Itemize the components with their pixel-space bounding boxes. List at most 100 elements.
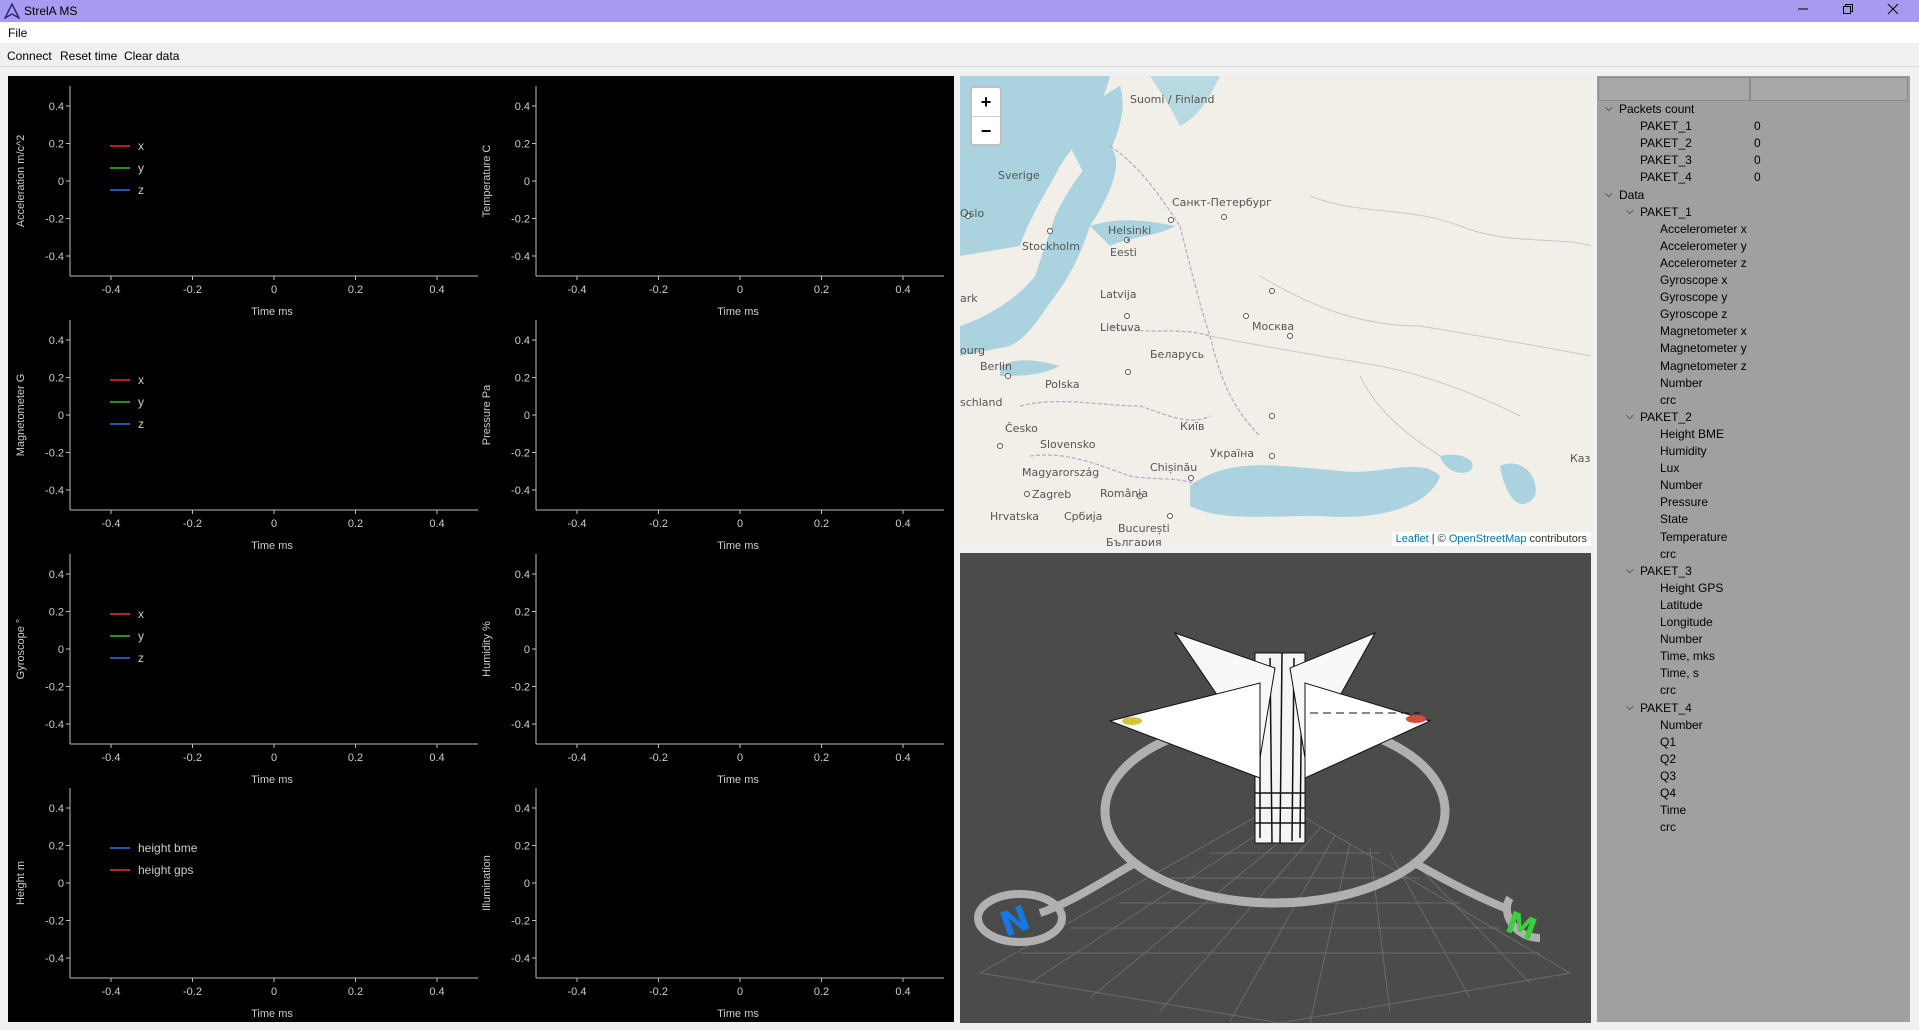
plot-right-2-x-tick-label: 0 [737,752,743,764]
tree-item[interactable]: Pressure [1660,495,1709,510]
tree-item[interactable]: Magnetometer z [1660,358,1747,373]
plot-left-3-legend-label: height gps [138,863,193,877]
window-title: StrelA MS [24,4,78,18]
tree-item[interactable]: Gyroscope x [1660,273,1728,287]
expand-chevron-icon[interactable]: ⌵ [1626,564,1634,576]
expand-chevron-icon[interactable]: ⌵ [1626,701,1634,713]
minimize-button[interactable] [1781,0,1825,22]
map-canvas[interactable]: Suomi / Finland Sverige Oslo Helsinki Са… [960,76,1591,546]
tree-item[interactable]: Gyroscope z [1660,307,1728,322]
tree-item[interactable]: Gyroscope y [1660,290,1728,305]
plot-left-1-y-tick-label: -0.2 [45,448,64,460]
plot-left-3-y-tick-label: -0.2 [45,916,64,928]
plot-right-2-x-tick-label: -0.2 [649,752,668,764]
tree-item[interactable]: crc [1660,683,1676,698]
plot-left-1-x-tick-label: 0.2 [348,518,363,530]
tree-item[interactable]: Temperature [1660,529,1728,544]
plot-left-3-y-tick-label: -0.4 [45,953,64,965]
tree-section[interactable]: Data [1619,187,1645,202]
tree-item[interactable]: Height GPS [1660,580,1724,595]
leaflet-link[interactable]: Leaflet [1395,533,1429,545]
3d-scene-canvas[interactable]: N M [960,553,1591,1023]
tree-item[interactable]: crc [1660,392,1676,407]
clear-data-button[interactable]: Clear data [124,49,180,63]
tree-item[interactable]: Time, mks [1660,649,1715,664]
attribution-contributors: contributors [1526,533,1587,545]
map-label: Hrvatska [990,510,1039,523]
tree-item[interactable]: crc [1660,820,1676,835]
tree-item[interactable]: Number [1660,632,1703,647]
plot-left-2-x-tick-label: -0.4 [102,752,121,764]
tree-item[interactable]: State [1660,512,1689,527]
data-tree-panel[interactable]: ⌵ Packets count PAKET_1 0 PAKET_2 0 PAKET_3 0 PA… [1597,76,1910,1022]
tree-item[interactable]: Magnetometer y [1660,341,1747,356]
plot-left-1-x-tick-label: 0 [271,518,277,530]
plot-right-1-x-tick-label: -0.2 [649,518,668,530]
restore-button[interactable] [1826,0,1870,22]
osm-link[interactable]: OpenStreetMap [1448,533,1527,545]
plot-left-0-x-tick-label: 0.2 [348,284,363,296]
tree-item[interactable]: Accelerometer z [1660,255,1747,270]
plot-left-1-x-tick-label: 0.4 [429,518,444,530]
plot-right-0-x-tick-label: 0.2 [814,284,829,296]
tree-group[interactable]: PAKET_3 [1640,563,1692,578]
tree-section[interactable]: Packets count [1619,102,1695,116]
tree-item[interactable]: Number [1660,478,1703,493]
tree-item[interactable]: Time [1660,803,1687,818]
tree-item[interactable]: Q2 [1660,751,1677,766]
map-attribution: Leaflet | © OpenStreetMap contributors [1391,532,1591,546]
tree-group[interactable]: PAKET_2 [1640,409,1692,424]
menu-file[interactable]: File [8,26,28,40]
plot-left-3-y-tick-label: 0.2 [49,841,64,853]
tree-item[interactable]: Number [1660,375,1703,390]
plot-right-2-y-tick-label: 0.4 [515,569,530,581]
plot-left-0-x-tick-label: -0.4 [102,284,121,296]
tree-item[interactable]: Height BME [1660,426,1725,441]
map-label: Sverige [998,169,1040,182]
map-panel[interactable]: Suomi / Finland Sverige Oslo Helsinki Са… [960,76,1591,546]
app-icon [4,3,20,19]
tree-item[interactable]: Accelerometer y [1660,238,1747,253]
close-button[interactable] [1871,0,1915,22]
tree-item[interactable]: Q4 [1660,786,1677,800]
tree-item[interactable]: Latitude [1660,597,1703,612]
expand-chevron-icon[interactable]: ⌵ [1605,188,1613,200]
tree-header-value[interactable] [1750,77,1908,101]
plot-left-3-x-tick-label: 0 [271,986,277,998]
tree-item[interactable]: Number [1660,717,1703,732]
tree-header-name[interactable] [1598,77,1750,101]
plot-left-1-x-tick-label: -0.4 [102,518,121,530]
plot-right-0-x-tick-label: -0.2 [649,284,668,296]
plot-left-2-x-tick-label: 0.2 [348,752,363,764]
tree-item[interactable]: PAKET_1 [1640,119,1692,134]
plot-left-0-y-tick-label: 0.2 [49,139,64,151]
expand-chevron-icon[interactable]: ⌵ [1626,205,1634,217]
zoom-out-button[interactable]: − [980,121,992,141]
tree-group[interactable]: PAKET_1 [1640,204,1692,219]
plot-left-2-y-tick-label: 0.4 [49,569,64,581]
reset-time-button[interactable]: Reset time [60,49,118,63]
tree-item[interactable]: Magnetometer x [1660,324,1747,339]
tree-item[interactable]: crc [1660,546,1676,561]
expand-chevron-icon[interactable]: ⌵ [1626,410,1634,422]
zoom-in-button[interactable]: + [972,88,1000,117]
expand-chevron-icon[interactable]: ⌵ [1605,103,1613,114]
tree-item[interactable]: Q3 [1660,768,1677,783]
tree-item[interactable]: Accelerometer x [1660,221,1747,236]
tree-item[interactable]: Time, s [1660,666,1699,681]
tree-item[interactable]: Longitude [1660,615,1713,629]
status-bar [0,1026,1919,1030]
connect-button[interactable]: Connect [7,49,52,63]
tree-item[interactable]: Q1 [1660,734,1677,749]
plots-canvas[interactable]: 0.4 0.2 0 -0.2 -0.4 -0.4 -0.2 0 0.2 0.4 Time ms Acc… [8,76,954,1022]
3d-view-panel[interactable]: N M [960,553,1591,1023]
tree-item[interactable]: PAKET_2 [1640,136,1692,151]
tree-item[interactable]: Lux [1660,461,1680,476]
tree-item[interactable]: Humidity [1660,444,1707,458]
tree-item[interactable]: PAKET_3 [1640,153,1692,168]
tree-item[interactable]: PAKET_4 [1640,170,1692,185]
plot-left-2-y-tick-label: 0 [58,644,64,656]
map-label: ourg [960,344,985,357]
map-label: Москва [1252,320,1294,333]
tree-group[interactable]: PAKET_4 [1640,700,1692,715]
